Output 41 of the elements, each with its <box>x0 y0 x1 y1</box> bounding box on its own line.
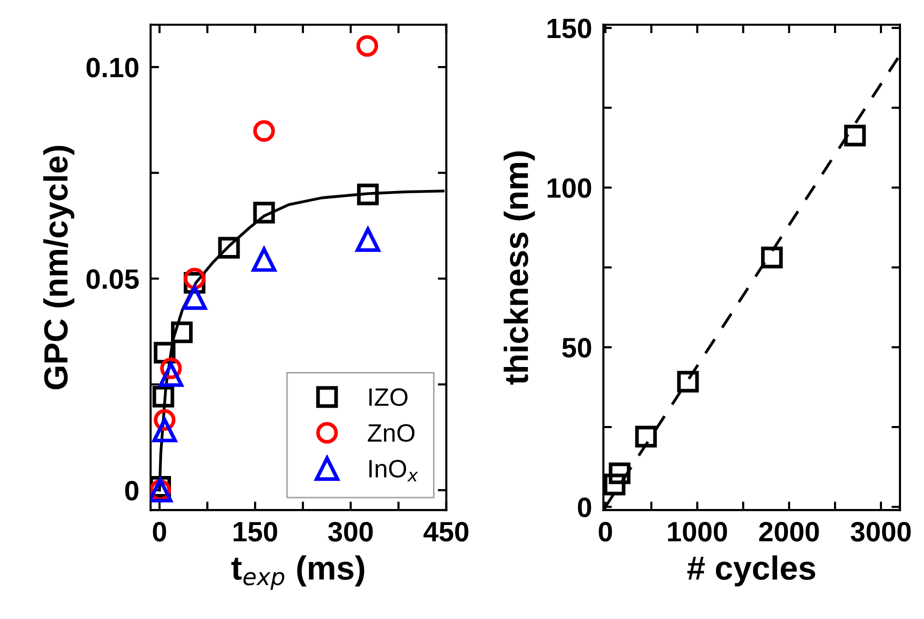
x-tick-label: 450 <box>424 522 468 542</box>
point <box>171 322 193 344</box>
y-axis-title: GPC (nm/cycle) <box>43 146 74 390</box>
y-tick-label: 0 <box>578 498 592 518</box>
point <box>218 236 240 259</box>
point <box>356 35 378 57</box>
x-tick-label: 150 <box>234 522 278 542</box>
point <box>158 362 184 387</box>
y-tick-label: 150 <box>548 18 592 38</box>
point <box>635 426 657 448</box>
y-axis-title: thickness (nm) <box>504 151 535 385</box>
point <box>152 386 174 408</box>
x-axis-title: t$_{exp}$ (ms) <box>231 555 364 590</box>
point <box>604 474 626 496</box>
x-tick-label: 1000 <box>668 522 728 542</box>
x-tick-label: 0 <box>598 522 612 542</box>
point <box>152 418 177 442</box>
legend-label: InO$_{x}$ <box>369 460 418 482</box>
x-axis-title: # cycles <box>687 555 816 586</box>
point <box>182 285 207 310</box>
point <box>356 227 380 252</box>
legend-label: IZO <box>369 388 408 406</box>
point <box>252 247 276 272</box>
point <box>677 370 699 393</box>
legend-label: ZnO <box>368 424 414 442</box>
point <box>253 202 275 224</box>
x-tick-label: 300 <box>328 522 373 542</box>
y-tick-label: 0.05 <box>86 269 139 289</box>
x-tick-label: 0 <box>152 522 166 542</box>
point <box>608 462 630 484</box>
y-tick-label: 100 <box>548 178 592 198</box>
y-tick-label: 0.10 <box>86 58 138 78</box>
point <box>184 268 206 290</box>
x-tick-label: 2000 <box>759 522 819 542</box>
y-tick-label: 0 <box>125 480 138 501</box>
y-tick-label: 50 <box>562 338 592 358</box>
point <box>357 184 379 206</box>
point <box>844 124 866 146</box>
x-tick-label: 3000 <box>850 522 911 542</box>
point <box>761 246 783 268</box>
point <box>253 120 275 142</box>
